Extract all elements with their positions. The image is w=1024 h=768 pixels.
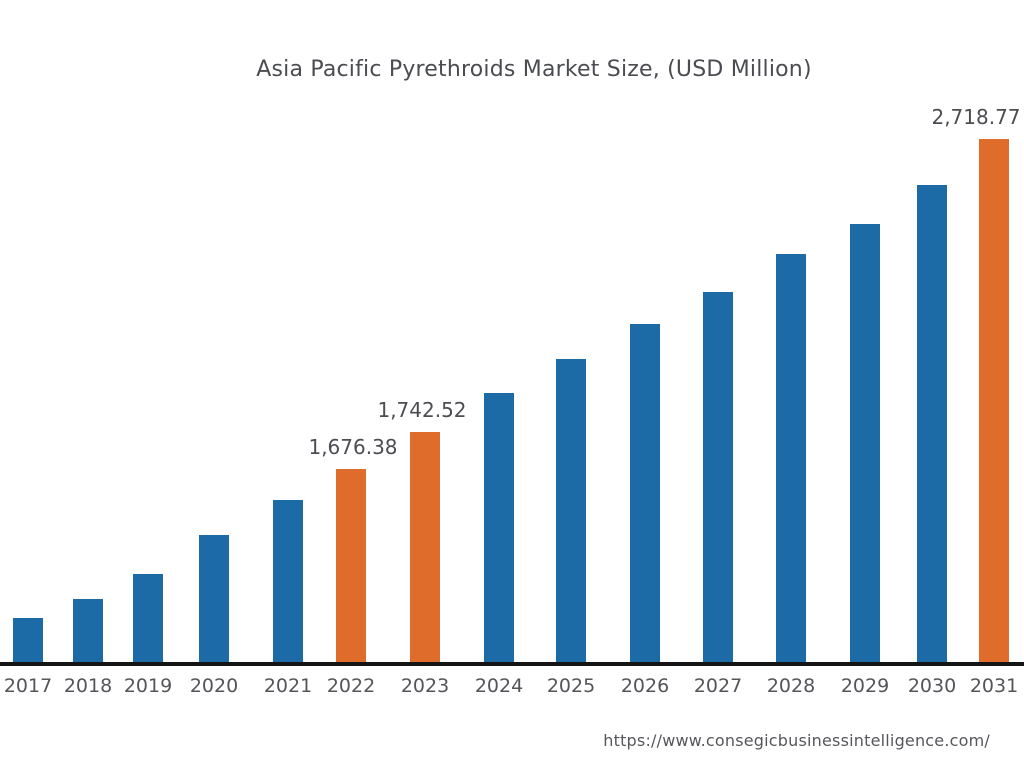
data-label-2031: 2,718.77	[931, 105, 1021, 129]
footer-url: https://www.consegicbusinessintelligence…	[603, 731, 990, 750]
x-tick-2020: 2020	[189, 675, 239, 697]
data-label-2023: 1,742.52	[377, 398, 467, 422]
bar-2028	[776, 254, 806, 663]
x-tick-2022: 2022	[326, 675, 376, 697]
plot-area: 1,676.38 1,742.52 2,718.77	[13, 105, 1021, 663]
bar-2021	[273, 500, 303, 663]
bar-2019	[133, 574, 163, 663]
bar-2026	[630, 324, 660, 663]
chart-title: Asia Pacific Pyrethroids Market Size, (U…	[256, 57, 812, 82]
bar-2017	[13, 618, 43, 663]
bar-2030	[917, 185, 947, 663]
x-tick-2023: 2023	[400, 675, 450, 697]
x-tick-2019: 2019	[123, 675, 173, 697]
x-tick-2027: 2027	[693, 675, 743, 697]
bar-2023	[410, 432, 440, 663]
x-tick-2029: 2029	[840, 675, 890, 697]
x-axis-line	[0, 662, 1024, 666]
x-tick-2017: 2017	[3, 675, 53, 697]
x-tick-2028: 2028	[766, 675, 816, 697]
bar-2029	[850, 224, 880, 663]
bar-2024	[484, 393, 514, 663]
bar-2020	[199, 535, 229, 663]
bar-2025	[556, 359, 586, 663]
x-tick-2031: 2031	[969, 675, 1019, 697]
x-tick-2026: 2026	[620, 675, 670, 697]
bar-2022	[336, 469, 366, 663]
x-tick-2025: 2025	[546, 675, 596, 697]
bar-2018	[73, 599, 103, 663]
x-tick-2021: 2021	[263, 675, 313, 697]
bar-2027	[703, 292, 733, 663]
x-tick-2030: 2030	[907, 675, 957, 697]
x-tick-2018: 2018	[63, 675, 113, 697]
x-tick-2024: 2024	[474, 675, 524, 697]
data-label-2022: 1,676.38	[308, 435, 398, 459]
bar-2031	[979, 139, 1009, 663]
